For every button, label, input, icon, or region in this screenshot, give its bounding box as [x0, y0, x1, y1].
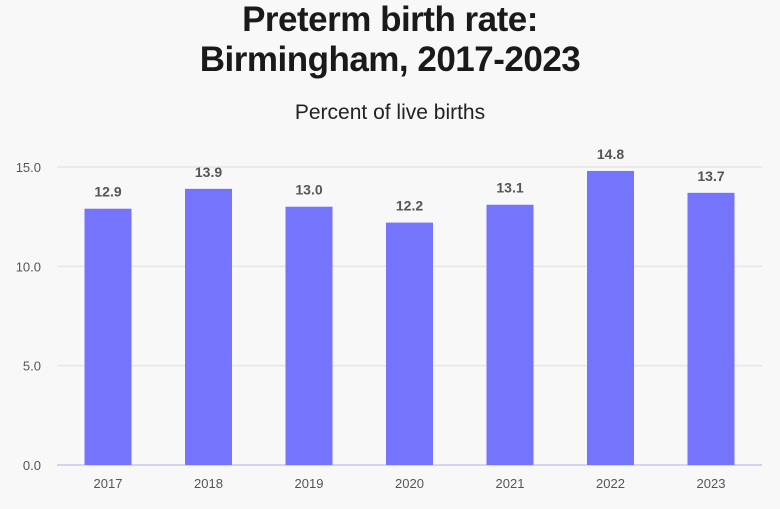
- bar-2023: [687, 192, 735, 465]
- y-tick-label: 0.0: [23, 458, 41, 473]
- y-tick-label: 15.0: [16, 160, 41, 175]
- x-tick-label: 2019: [295, 476, 324, 491]
- title-line-2: Birmingham, 2017-2023: [199, 40, 581, 79]
- bar-2018: [185, 188, 232, 465]
- x-tick-label: 2020: [395, 476, 424, 491]
- data-label: 13.0: [295, 182, 322, 198]
- x-tick-label: 2022: [596, 476, 625, 491]
- bar-2019: [285, 206, 333, 465]
- x-tick-label: 2018: [194, 476, 223, 491]
- x-tick-label: 2023: [697, 476, 726, 491]
- data-label: 12.9: [94, 184, 121, 200]
- chart-title: Preterm birth rate: Birmingham, 2017-2023: [0, 0, 780, 80]
- data-label: 13.7: [697, 168, 724, 184]
- x-tick-label: 2017: [94, 476, 123, 491]
- data-label: 12.2: [396, 198, 423, 214]
- x-tick-label: 2021: [496, 476, 525, 491]
- bar-2020: [386, 222, 433, 465]
- y-tick-label: 5.0: [23, 359, 41, 374]
- title-line-1: Preterm birth rate:: [242, 0, 538, 39]
- data-label: 13.1: [496, 180, 523, 196]
- bar-2022: [587, 170, 634, 465]
- data-label: 14.8: [597, 146, 624, 162]
- bar-2017: [84, 208, 132, 465]
- chart-subtitle: Percent of live births: [294, 101, 486, 124]
- bar-2021: [486, 204, 534, 465]
- y-tick-label: 10.0: [16, 259, 41, 274]
- data-label: 13.9: [195, 164, 222, 180]
